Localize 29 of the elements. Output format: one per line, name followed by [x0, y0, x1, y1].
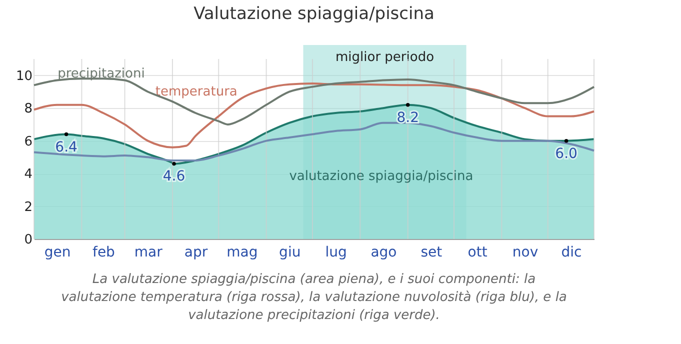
x-tick-label: apr — [184, 244, 208, 260]
line-series — [33, 122, 595, 162]
x-tick-label: lug — [325, 244, 347, 260]
series-label: precipitazioni — [58, 66, 145, 82]
x-tick-label: giu — [279, 244, 301, 260]
x-tick-label: ott — [468, 244, 488, 260]
x-tick-label: nov — [512, 244, 538, 260]
band-label: miglior periodo — [335, 50, 434, 65]
x-tick-label: feb — [92, 244, 116, 260]
text: La valutazione spiaggia/piscina (area piena), e i suoi componenti: la valutazione temperatura (riga rossa), la valutazione nuvolosità (riga blu), e la valutazione precipitazioni (riga verde). — [61, 272, 567, 323]
annotation: 6.0 — [555, 146, 578, 162]
y-tick-label: 8 — [24, 102, 32, 117]
annotation: 4.6 — [162, 168, 186, 185]
x-tick-label: ago — [370, 244, 397, 260]
series-label: valutazione spiaggia/piscina — [289, 169, 474, 184]
y-tick-label: 0 — [24, 232, 32, 248]
series-label: temperatura — [155, 84, 238, 100]
chart-title: Valutazione spiaggia/piscina — [194, 4, 434, 24]
y-tick-label: 4 — [24, 167, 32, 182]
x-tick-label: gen — [44, 244, 71, 260]
x-tick-label: dic — [561, 244, 582, 260]
y-tick-label: 6 — [24, 134, 32, 150]
x-tick-label: mag — [226, 244, 258, 260]
y-tick-label: 10 — [16, 68, 32, 84]
annotation: 6.4 — [55, 139, 78, 156]
annotation: 8.2 — [396, 110, 419, 126]
x-tick-label: mar — [134, 244, 163, 260]
x-tick-label: set — [420, 244, 443, 260]
y-tick-label: 2 — [24, 200, 32, 215]
